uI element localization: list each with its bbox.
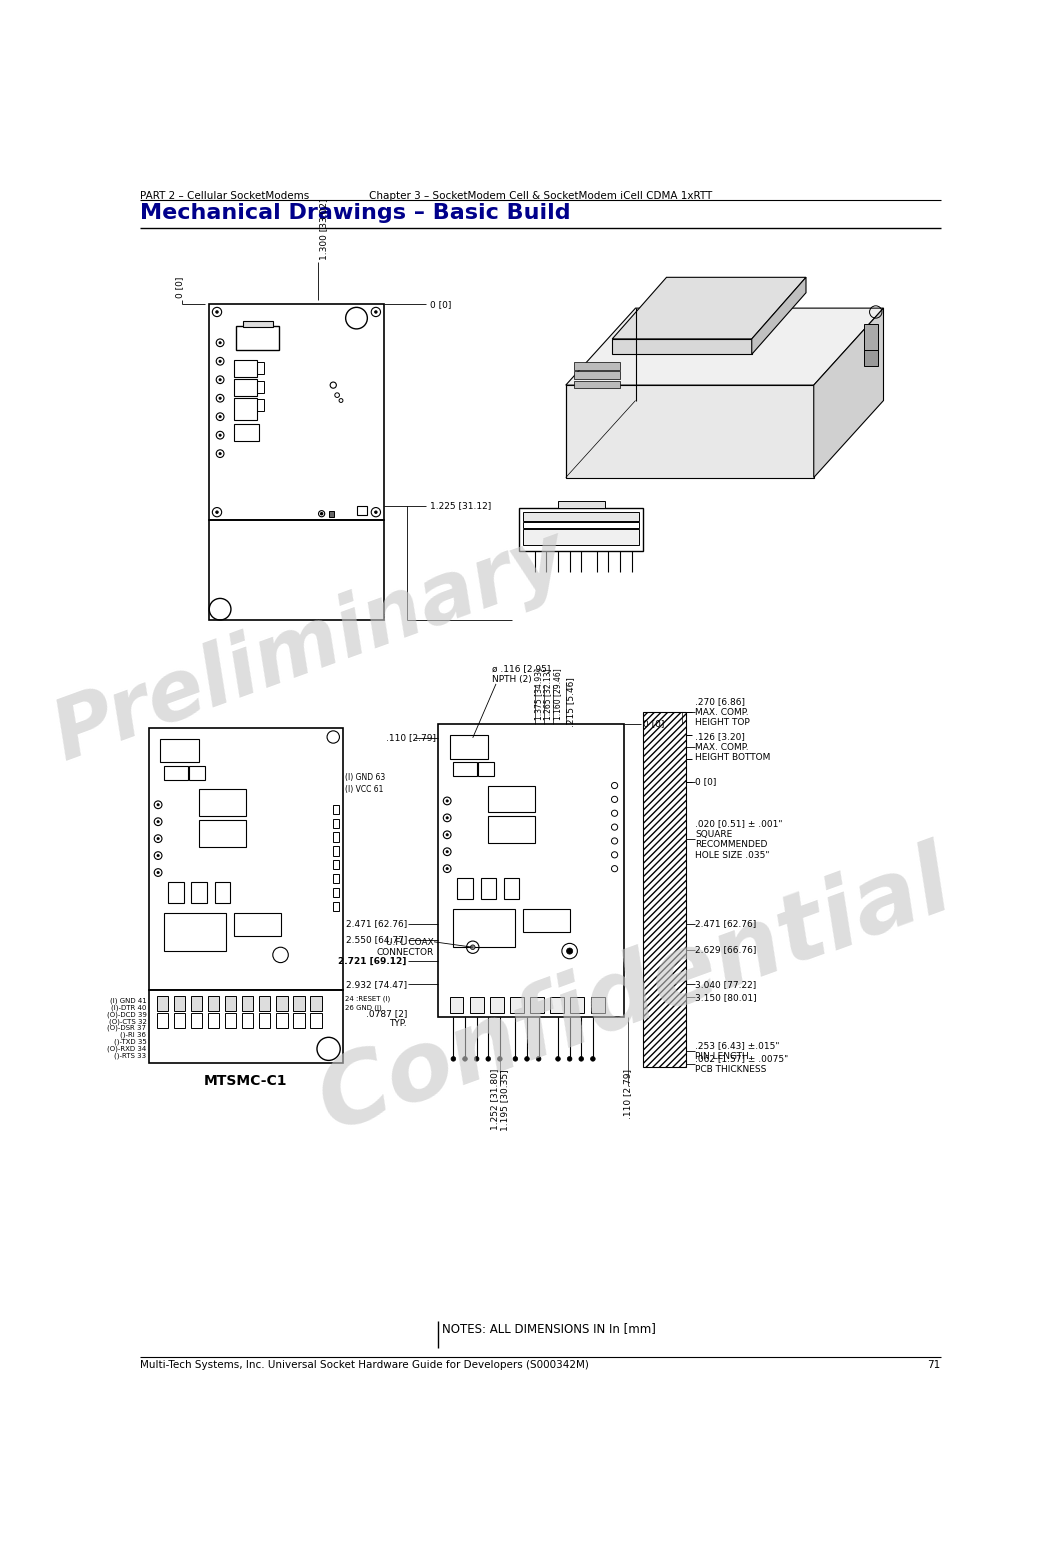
Circle shape: [497, 1057, 502, 1062]
Text: ()-TXD 35: ()-TXD 35: [114, 1039, 147, 1045]
Bar: [481, 878, 496, 900]
Bar: [164, 766, 188, 780]
Bar: [333, 818, 339, 828]
Circle shape: [219, 398, 221, 399]
Polygon shape: [612, 277, 806, 339]
Bar: [470, 997, 484, 1012]
Text: NOTES: ALL DIMENSIONS IN In [mm]: NOTES: ALL DIMENSIONS IN In [mm]: [442, 1322, 656, 1335]
Bar: [208, 995, 219, 1011]
Polygon shape: [566, 308, 883, 385]
Circle shape: [219, 379, 221, 381]
Bar: [449, 735, 488, 758]
Text: .020 [0.51] ± .001"
SQUARE
RECOMMENDED
HOLE SIZE .035": .020 [0.51] ± .001" SQUARE RECOMMENDED H…: [696, 820, 783, 860]
Circle shape: [536, 1057, 541, 1062]
Text: 24 :RESET (I): 24 :RESET (I): [345, 995, 390, 1002]
Bar: [864, 350, 878, 365]
Bar: [241, 1012, 253, 1028]
Circle shape: [375, 512, 377, 513]
Bar: [643, 712, 686, 1066]
Text: 1.160 [29.46]: 1.160 [29.46]: [552, 669, 562, 720]
Text: .062 [1.57] ± .0075"
PCB THICKNESS: .062 [1.57] ± .0075" PCB THICKNESS: [696, 1054, 788, 1074]
Bar: [199, 789, 246, 817]
Bar: [225, 1012, 236, 1028]
Text: (I) GND 63: (I) GND 63: [345, 774, 385, 783]
Text: 1.225 [31.12]: 1.225 [31.12]: [430, 501, 491, 510]
Circle shape: [320, 513, 323, 515]
Bar: [191, 1012, 202, 1028]
Circle shape: [216, 311, 218, 313]
Text: 1.252 [31.80]
1.195 [30.35]: 1.252 [31.80] 1.195 [30.35]: [490, 1069, 509, 1131]
Bar: [488, 786, 534, 812]
Bar: [523, 512, 640, 521]
Bar: [149, 727, 343, 989]
Bar: [243, 321, 273, 327]
Bar: [523, 529, 640, 544]
Text: 26 GND (I): 26 GND (I): [345, 1005, 382, 1011]
Bar: [457, 878, 473, 900]
Bar: [276, 1012, 288, 1028]
Text: Multi-Tech Systems, Inc. Universal Socket Hardware Guide for Developers (S000342: Multi-Tech Systems, Inc. Universal Socke…: [139, 1361, 588, 1370]
Circle shape: [463, 1057, 467, 1062]
Text: 0 [0]: 0 [0]: [430, 300, 451, 308]
Bar: [333, 874, 339, 883]
Bar: [523, 522, 640, 529]
Bar: [550, 997, 564, 1012]
Bar: [329, 510, 334, 516]
Bar: [174, 1012, 186, 1028]
Bar: [333, 860, 339, 869]
Bar: [149, 989, 343, 1063]
Bar: [453, 763, 476, 777]
Text: 0 [0]: 0 [0]: [175, 277, 184, 297]
Text: Confidential: Confidential: [307, 835, 964, 1151]
Bar: [333, 804, 339, 814]
Bar: [257, 399, 264, 411]
Text: .126 [3.20]
MAX. COMP.
HEIGHT BOTTOM: .126 [3.20] MAX. COMP. HEIGHT BOTTOM: [696, 732, 770, 761]
Circle shape: [579, 1057, 584, 1062]
Text: 3.040 [77.22]: 3.040 [77.22]: [696, 980, 757, 989]
Bar: [310, 1012, 321, 1028]
Text: Mechanical Drawings – Basic Build: Mechanical Drawings – Basic Build: [139, 203, 570, 223]
Text: PART 2 – Cellular SocketModems: PART 2 – Cellular SocketModems: [139, 191, 309, 200]
Polygon shape: [573, 371, 620, 379]
Bar: [437, 724, 624, 1017]
Polygon shape: [573, 381, 620, 388]
Bar: [490, 997, 504, 1012]
Circle shape: [157, 871, 159, 874]
Polygon shape: [752, 277, 806, 354]
Text: .0787 [2]
TYP.: .0787 [2] TYP.: [366, 1009, 407, 1028]
Bar: [160, 740, 199, 763]
Text: 1.375 [34.93]: 1.375 [34.93]: [534, 669, 543, 720]
Bar: [510, 997, 524, 1012]
Text: (I) GND 41: (I) GND 41: [110, 997, 147, 1003]
Bar: [189, 766, 204, 780]
Bar: [520, 509, 643, 550]
Circle shape: [525, 1057, 529, 1062]
Bar: [257, 381, 264, 393]
Text: (O)-RXD 34: (O)-RXD 34: [108, 1046, 147, 1053]
Text: (I) VCC 61: (I) VCC 61: [345, 784, 384, 794]
Bar: [310, 995, 321, 1011]
Text: 3.150 [80.01]: 3.150 [80.01]: [696, 992, 757, 1002]
Bar: [234, 912, 280, 935]
Text: .270 [6.86]
MAX. COMP.
HEIGHT TOP: .270 [6.86] MAX. COMP. HEIGHT TOP: [696, 698, 750, 727]
Text: 1.265 [32.13]: 1.265 [32.13]: [544, 669, 552, 720]
Circle shape: [474, 1057, 479, 1062]
Text: U.FL COAX
CONNECTOR: U.FL COAX CONNECTOR: [376, 938, 434, 957]
Circle shape: [219, 435, 221, 436]
Bar: [356, 505, 368, 515]
Text: 2.471 [62.76]: 2.471 [62.76]: [696, 920, 757, 929]
Circle shape: [375, 311, 377, 313]
Polygon shape: [573, 362, 620, 370]
Bar: [192, 881, 207, 903]
Text: .110 [2.79]: .110 [2.79]: [386, 734, 435, 743]
Bar: [449, 997, 464, 1012]
Bar: [215, 881, 230, 903]
Polygon shape: [612, 339, 752, 354]
Bar: [259, 995, 271, 1011]
Bar: [157, 1012, 169, 1028]
Text: ()-RI 36: ()-RI 36: [120, 1032, 147, 1039]
Bar: [225, 995, 236, 1011]
Bar: [864, 324, 878, 350]
Text: 0 [0]: 0 [0]: [643, 720, 665, 729]
Circle shape: [216, 512, 218, 513]
